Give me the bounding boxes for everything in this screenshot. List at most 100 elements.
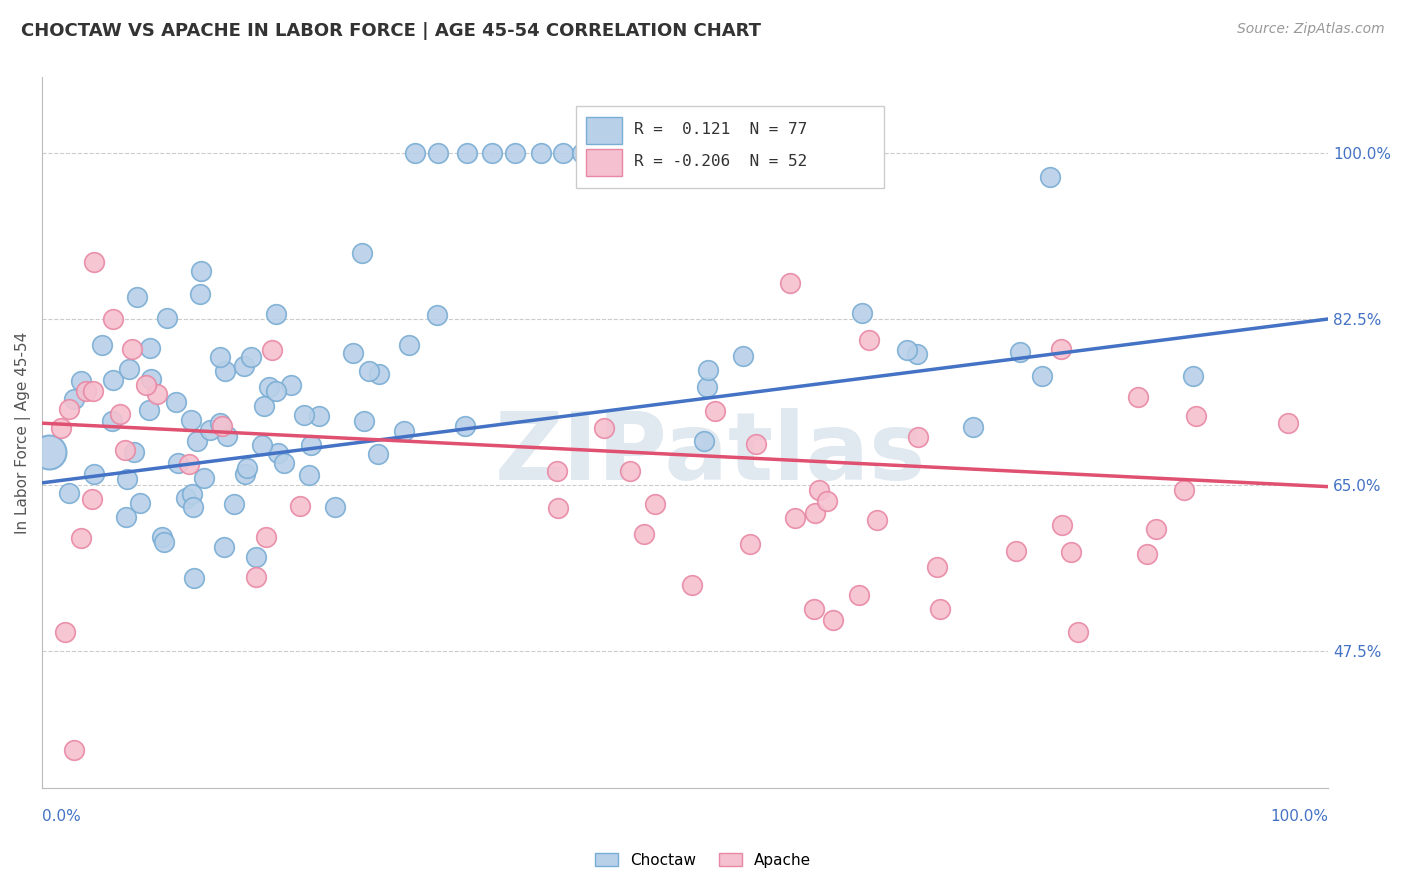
Point: [118, 361, 141, 376]
Text: 0.0%: 0.0%: [42, 809, 82, 824]
Point: [1067, 624, 1090, 639]
Point: [179, 457, 201, 471]
Point: [209, 351, 232, 365]
Point: [114, 442, 136, 457]
Point: [115, 510, 138, 524]
FancyBboxPatch shape: [576, 106, 884, 187]
Point: [115, 472, 138, 486]
Point: [145, 387, 167, 401]
Point: [186, 434, 208, 448]
Point: [619, 464, 641, 478]
Point: [260, 343, 283, 357]
Point: [125, 290, 148, 304]
Point: [633, 527, 655, 541]
Point: [1173, 483, 1195, 498]
Point: [962, 420, 984, 434]
Point: [905, 347, 928, 361]
Point: [212, 541, 235, 555]
Point: [217, 429, 239, 443]
Legend: Choctaw, Apache: Choctaw, Apache: [588, 845, 818, 875]
Point: [308, 409, 330, 423]
Point: [357, 364, 380, 378]
Point: [925, 560, 948, 574]
Point: [821, 613, 844, 627]
Text: 100.0%: 100.0%: [1270, 809, 1329, 824]
Point: [323, 500, 346, 515]
Point: [928, 601, 950, 615]
Point: [75, 384, 97, 398]
Point: [239, 351, 262, 365]
Point: [108, 407, 131, 421]
Point: [456, 146, 478, 161]
Point: [38, 444, 60, 458]
Point: [82, 492, 104, 507]
Point: [1181, 368, 1204, 383]
Point: [181, 500, 204, 515]
Text: R =  0.121  N = 77: R = 0.121 N = 77: [634, 122, 807, 136]
Point: [505, 146, 527, 161]
Point: [156, 311, 179, 326]
FancyBboxPatch shape: [586, 117, 621, 144]
Point: [367, 446, 389, 460]
Point: [166, 395, 188, 409]
Point: [232, 359, 254, 373]
Point: [681, 578, 703, 592]
Point: [101, 373, 124, 387]
Point: [264, 384, 287, 398]
Point: [280, 378, 302, 392]
Point: [342, 346, 364, 360]
Point: [404, 146, 426, 161]
Point: [49, 421, 72, 435]
Point: [139, 372, 162, 386]
Point: [70, 531, 93, 545]
Point: [815, 494, 838, 508]
Point: [250, 437, 273, 451]
Point: [224, 497, 246, 511]
Point: [82, 384, 104, 399]
Point: [426, 309, 449, 323]
Point: [644, 497, 666, 511]
Point: [779, 277, 801, 291]
Point: [174, 491, 197, 505]
Point: [166, 456, 188, 470]
Point: [214, 364, 236, 378]
Point: [703, 404, 725, 418]
Point: [1005, 544, 1028, 558]
Point: [245, 549, 267, 564]
Point: [211, 419, 233, 434]
Point: [745, 436, 768, 450]
Text: Source: ZipAtlas.com: Source: ZipAtlas.com: [1237, 22, 1385, 37]
Text: ZIPatlas: ZIPatlas: [495, 408, 927, 500]
Point: [848, 589, 870, 603]
Point: [181, 487, 204, 501]
Point: [188, 287, 211, 301]
Point: [807, 483, 830, 498]
Point: [70, 374, 93, 388]
Point: [208, 416, 231, 430]
Point: [153, 534, 176, 549]
Point: [1126, 390, 1149, 404]
Point: [1277, 416, 1299, 430]
Point: [62, 392, 84, 406]
Point: [858, 333, 880, 347]
Point: [83, 467, 105, 482]
Point: [571, 146, 593, 161]
Point: [851, 306, 873, 320]
Point: [1031, 368, 1053, 383]
Point: [1185, 409, 1208, 424]
Point: [193, 471, 215, 485]
Y-axis label: In Labor Force | Age 45-54: In Labor Force | Age 45-54: [15, 332, 31, 533]
Point: [273, 456, 295, 470]
Point: [866, 513, 889, 527]
Point: [697, 363, 720, 377]
Point: [353, 414, 375, 428]
Point: [427, 146, 450, 161]
Point: [58, 402, 80, 417]
Point: [53, 625, 76, 640]
Point: [183, 571, 205, 585]
Point: [139, 342, 162, 356]
Point: [122, 444, 145, 458]
Point: [252, 399, 274, 413]
Point: [101, 312, 124, 326]
Point: [352, 246, 374, 260]
